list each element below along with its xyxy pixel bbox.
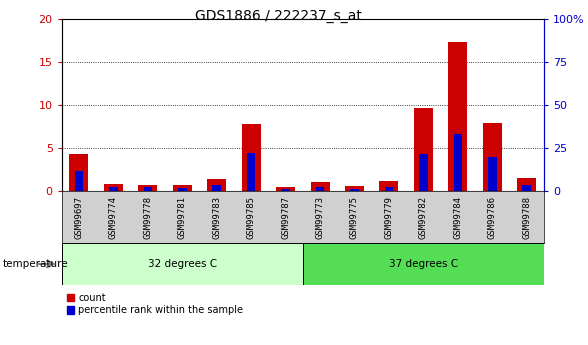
Bar xyxy=(75,171,83,191)
Text: GSM99774: GSM99774 xyxy=(109,196,118,239)
Bar xyxy=(310,182,329,191)
Text: GSM99778: GSM99778 xyxy=(143,196,152,239)
Text: GSM99775: GSM99775 xyxy=(350,196,359,239)
Text: GSM99786: GSM99786 xyxy=(487,196,497,239)
Bar xyxy=(178,188,186,191)
Text: GSM99788: GSM99788 xyxy=(522,196,531,239)
Bar xyxy=(109,187,118,191)
Bar xyxy=(104,184,123,191)
Bar xyxy=(276,187,295,191)
Bar xyxy=(247,152,255,191)
Text: GDS1886 / 222237_s_at: GDS1886 / 222237_s_at xyxy=(195,9,362,23)
Text: temperature: temperature xyxy=(3,259,69,269)
Text: 32 degrees C: 32 degrees C xyxy=(148,259,217,269)
Bar xyxy=(207,179,226,191)
Legend: count, percentile rank within the sample: count, percentile rank within the sample xyxy=(66,293,243,315)
Bar xyxy=(517,178,536,191)
Text: GSM99785: GSM99785 xyxy=(246,196,256,239)
Bar xyxy=(453,134,462,191)
Bar xyxy=(212,186,221,191)
Bar xyxy=(316,187,325,191)
Bar xyxy=(281,189,290,191)
Text: GSM99697: GSM99697 xyxy=(75,196,83,239)
Text: GSM99783: GSM99783 xyxy=(212,196,221,239)
Bar xyxy=(350,189,359,191)
Text: GSM99773: GSM99773 xyxy=(316,196,325,239)
Text: GSM99784: GSM99784 xyxy=(453,196,462,239)
Text: GSM99779: GSM99779 xyxy=(385,196,393,239)
Bar xyxy=(448,42,467,191)
Bar xyxy=(379,181,399,191)
Bar xyxy=(483,124,502,191)
Text: GSM99787: GSM99787 xyxy=(281,196,290,239)
Bar xyxy=(173,186,192,191)
Bar xyxy=(69,155,88,191)
Bar xyxy=(345,186,364,191)
Bar xyxy=(303,243,544,285)
Text: GSM99781: GSM99781 xyxy=(178,196,187,239)
Bar xyxy=(522,186,531,191)
Text: 37 degrees C: 37 degrees C xyxy=(389,259,458,269)
Bar xyxy=(62,243,303,285)
Bar xyxy=(143,187,152,191)
Text: GSM99782: GSM99782 xyxy=(419,196,428,239)
Bar xyxy=(488,157,496,191)
Bar xyxy=(419,154,427,191)
Bar xyxy=(414,108,433,191)
Bar xyxy=(242,124,260,191)
Bar xyxy=(385,187,393,191)
Bar xyxy=(138,185,158,191)
